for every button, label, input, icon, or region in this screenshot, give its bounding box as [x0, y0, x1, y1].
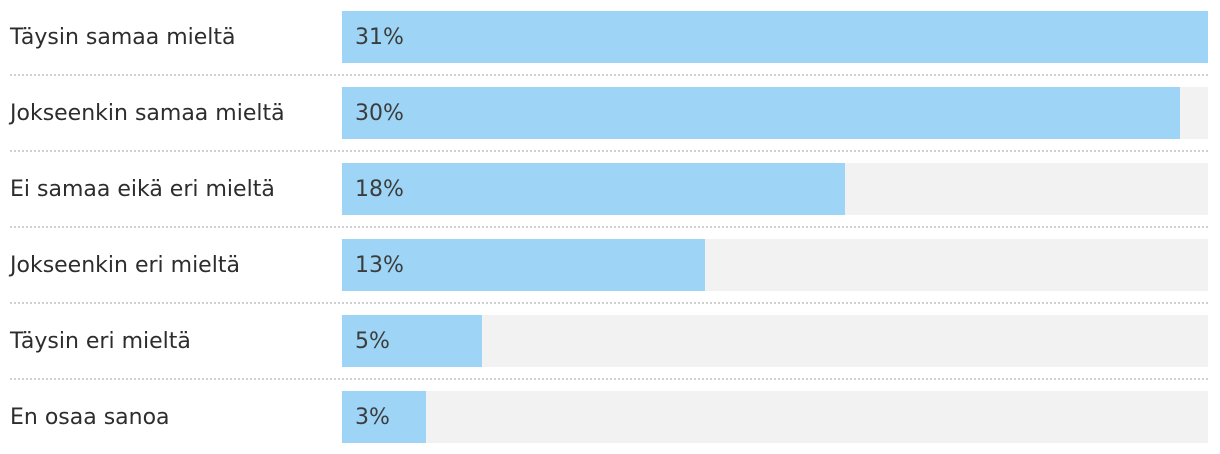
row-divider [10, 226, 1208, 228]
chart-row: Jokseenkin eri mieltä 13% [0, 228, 1220, 302]
bar: 31% [342, 11, 1208, 63]
bar-track: 18% [342, 163, 1208, 215]
bar: 18% [342, 163, 845, 215]
row-divider [10, 150, 1208, 152]
bar-track: 3% [342, 391, 1208, 443]
value-label: 5% [355, 328, 390, 354]
chart-row: Täysin samaa mieltä 31% [0, 0, 1220, 74]
category-label: Jokseenkin eri mieltä [10, 252, 240, 278]
category-label: Ei samaa eikä eri mieltä [10, 176, 275, 202]
row-divider [10, 378, 1208, 380]
chart-row: Jokseenkin samaa mieltä 30% [0, 76, 1220, 150]
category-label: En osaa sanoa [10, 404, 170, 430]
value-label: 13% [355, 252, 404, 278]
chart-row: En osaa sanoa 3% [0, 380, 1220, 454]
bar: 3% [342, 391, 426, 443]
bar: 30% [342, 87, 1181, 139]
row-divider [10, 302, 1208, 304]
bar: 13% [342, 239, 706, 291]
chart-row: Ei samaa eikä eri mieltä 18% [0, 152, 1220, 226]
value-label: 3% [355, 404, 390, 430]
bar-track: 13% [342, 239, 1208, 291]
chart-row: Täysin eri mieltä 5% [0, 304, 1220, 378]
bar-track: 31% [342, 11, 1208, 63]
category-label: Jokseenkin samaa mieltä [10, 100, 285, 126]
bar-track: 5% [342, 315, 1208, 367]
category-label: Täysin eri mieltä [10, 328, 191, 354]
row-divider [10, 74, 1208, 76]
value-label: 18% [355, 176, 404, 202]
bar: 5% [342, 315, 482, 367]
bar-track: 30% [342, 87, 1208, 139]
value-label: 31% [355, 24, 404, 50]
category-label: Täysin samaa mieltä [10, 24, 236, 50]
value-label: 30% [355, 100, 404, 126]
